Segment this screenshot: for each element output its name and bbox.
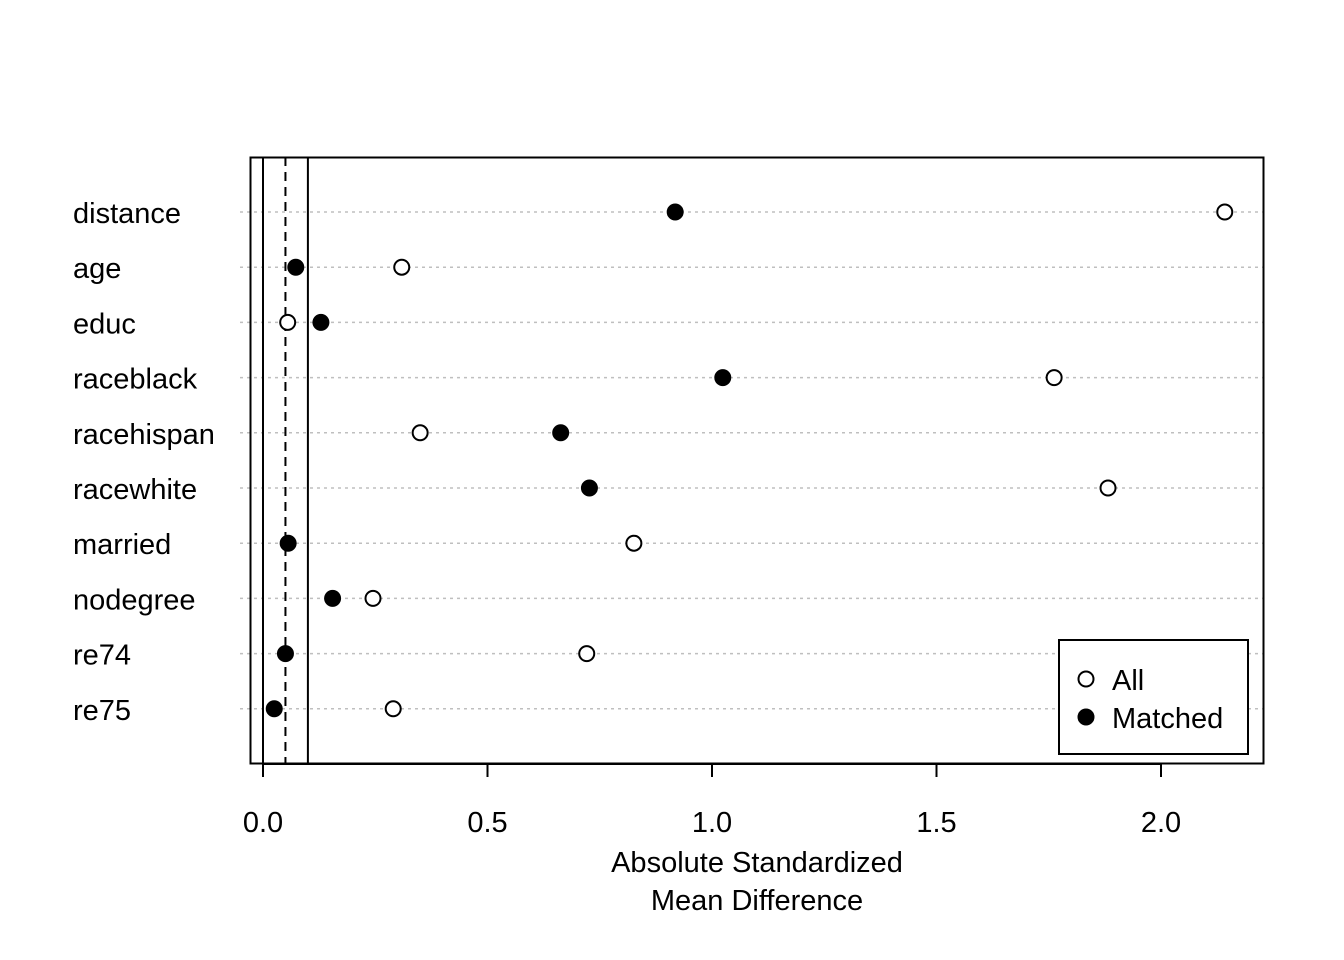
row-label-nodegree: nodegree (73, 584, 196, 616)
point-all-age (393, 258, 411, 276)
point-all-raceblack (1045, 369, 1063, 387)
row-label-educ: educ (73, 308, 136, 340)
x-tick-label: 0.5 (467, 807, 507, 839)
point-matched-age (287, 258, 305, 276)
point-all-re74 (578, 645, 596, 663)
point-matched-married (279, 534, 297, 552)
legend-all-marker (1077, 670, 1095, 688)
row-label-racewhite: racewhite (73, 474, 197, 506)
x-axis: 0.0 0.5 1.0 1.5 2.0 (243, 763, 1181, 839)
row-label-re74: re74 (73, 640, 131, 672)
point-matched-re75 (265, 700, 283, 718)
x-tick-label: 0.0 (243, 807, 283, 839)
point-all-racewhite (1099, 479, 1117, 497)
point-all-married (625, 534, 643, 552)
row-label-distance: distance (73, 198, 181, 230)
legend-matched-marker (1077, 708, 1095, 726)
point-matched-educ (312, 313, 330, 331)
point-matched-distance (666, 203, 684, 221)
point-all-nodegree (364, 589, 382, 607)
point-matched-racehispan (552, 424, 570, 442)
point-matched-nodegree (324, 589, 342, 607)
row-label-re75: re75 (73, 695, 131, 727)
legend-all-label: All (1112, 665, 1144, 697)
point-matched-racewhite (580, 479, 598, 497)
x-tick-label: 2.0 (1141, 807, 1181, 839)
row-labels: distance age educ raceblack racehispan racewh… (73, 198, 215, 727)
point-all-distance (1216, 203, 1234, 221)
legend-matched-label: Matched (1112, 703, 1223, 735)
point-all-racehispan (411, 424, 429, 442)
reference-lines (262, 157, 309, 764)
point-all-educ (279, 313, 297, 331)
row-label-racehispan: racehispan (73, 419, 215, 451)
row-label-raceblack: raceblack (73, 364, 198, 396)
data-points (265, 203, 1234, 718)
x-axis-title-line-2: Mean Difference (651, 885, 863, 917)
point-all-re75 (384, 700, 402, 718)
point-matched-re74 (276, 645, 294, 663)
point-matched-raceblack (714, 369, 732, 387)
grid-lines (240, 211, 1263, 710)
x-tick-label: 1.0 (692, 807, 732, 839)
x-axis-title-line-1: Absolute Standardized (611, 847, 903, 879)
x-tick-label: 1.5 (916, 807, 956, 839)
row-label-age: age (73, 253, 121, 285)
row-label-married: married (73, 529, 171, 561)
legend-box (1058, 639, 1249, 755)
legend: All Matched (1058, 639, 1249, 755)
